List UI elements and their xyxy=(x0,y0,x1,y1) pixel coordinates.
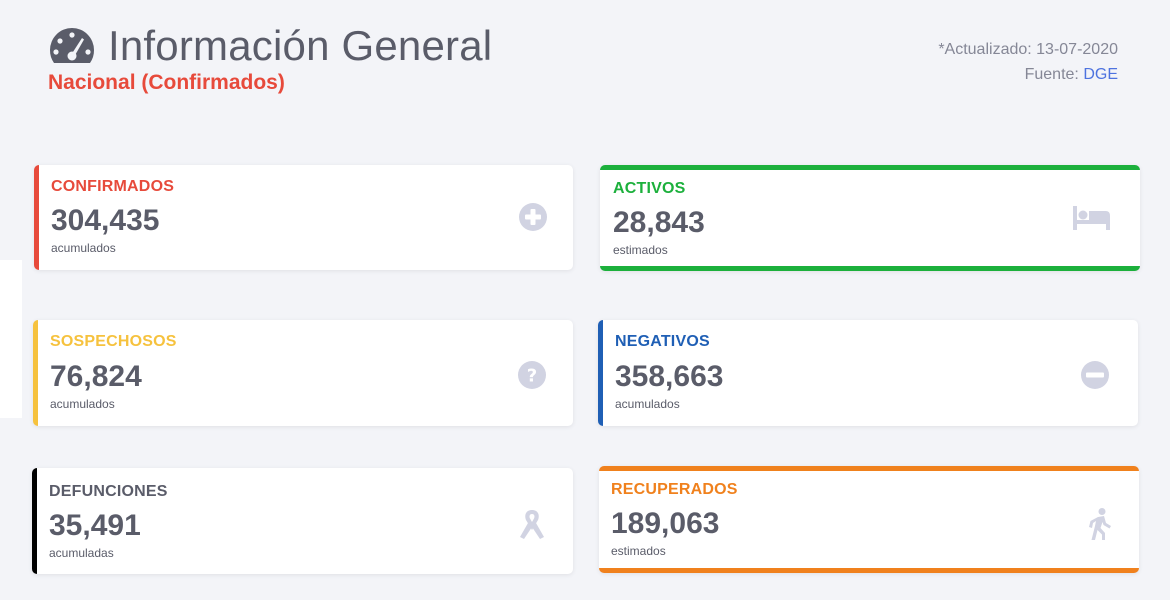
source-line: Fuente: DGE xyxy=(938,62,1118,87)
plus-circle-icon xyxy=(519,203,547,231)
card-sospechosos: SOSPECHOSOS 76,824 acumulados ? xyxy=(33,320,573,426)
card-value: 189,063 xyxy=(611,507,720,540)
card-sub: acumulados xyxy=(615,397,680,411)
card-activos: ACTIVOS 28,843 estimados xyxy=(600,165,1140,271)
ribbon-icon xyxy=(520,510,544,539)
update-meta: *Actualizado: 13-07-2020 Fuente: DGE xyxy=(938,37,1118,87)
source-label: Fuente: xyxy=(1024,66,1079,83)
minus-circle-icon xyxy=(1081,361,1109,389)
card-value: 35,491 xyxy=(49,509,141,542)
page-subtitle: Nacional (Confirmados) xyxy=(48,71,285,94)
card-value: 28,843 xyxy=(613,206,705,239)
card-value: 76,824 xyxy=(50,360,142,393)
card-value: 358,663 xyxy=(615,360,724,393)
card-sub: acumuladas xyxy=(49,546,114,560)
updated-date: *Actualizado: 13-07-2020 xyxy=(938,41,1118,58)
card-label: NEGATIVOS xyxy=(615,333,710,350)
card-sub: acumulados xyxy=(51,241,116,255)
card-sub: estimados xyxy=(611,544,666,558)
page-title: Información General xyxy=(108,22,493,69)
card-recuperados: RECUPERADOS 189,063 estimados xyxy=(599,466,1139,573)
card-label: DEFUNCIONES xyxy=(49,483,168,500)
card-sub: acumulados xyxy=(50,397,115,411)
card-value: 304,435 xyxy=(51,204,160,237)
card-label: RECUPERADOS xyxy=(611,481,738,498)
side-strip xyxy=(0,260,22,418)
bed-icon xyxy=(1073,206,1110,230)
card-defunciones: DEFUNCIONES 35,491 acumuladas xyxy=(32,468,573,574)
source-link[interactable]: DGE xyxy=(1083,66,1118,83)
card-label: SOSPECHOSOS xyxy=(50,333,177,350)
card-label: CONFIRMADOS xyxy=(51,178,175,195)
title-row: Información General xyxy=(48,22,492,70)
svg-text:?: ? xyxy=(527,366,537,387)
card-sub: estimados xyxy=(613,243,668,257)
walking-icon xyxy=(1089,508,1111,540)
question-circle-icon: ? xyxy=(518,361,546,389)
page-header: Información General Nacional (Confirmado… xyxy=(0,0,1170,110)
card-confirmados: CONFIRMADOS 304,435 acumulados xyxy=(34,165,573,270)
card-label: ACTIVOS xyxy=(613,180,686,197)
card-negativos: NEGATIVOS 358,663 acumulados xyxy=(598,320,1138,426)
gauge-icon xyxy=(49,28,95,63)
